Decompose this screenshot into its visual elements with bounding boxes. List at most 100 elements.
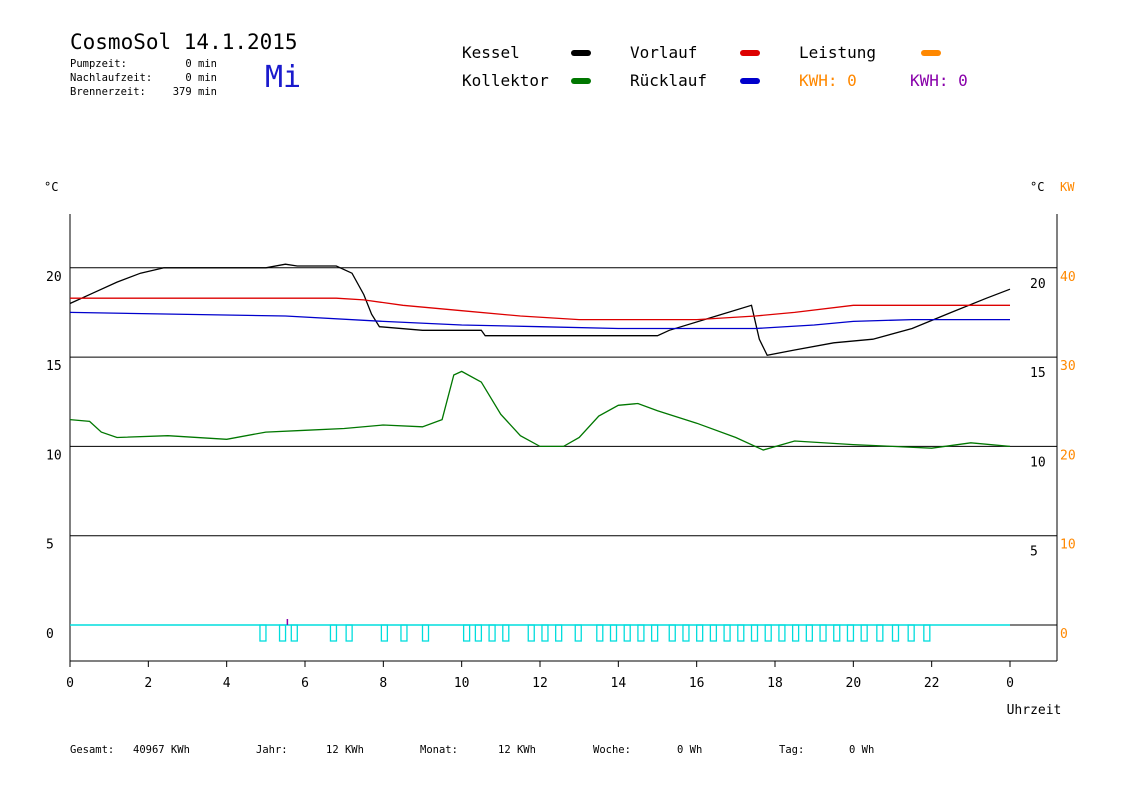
footer-label-gesamt: Gesamt: [70,744,115,756]
pump-pulse-16 [596,624,604,642]
pump-pulse-23 [696,624,704,642]
x-tick-label-6: 12 [532,676,548,691]
y-right-temp-tick-15: 15 [1030,366,1046,381]
x-tick-label-3: 6 [301,676,309,691]
pump-pulse-22 [682,624,690,642]
y-right-power-tick-0: 0 [1060,627,1068,642]
pump-pulse-12 [527,624,535,642]
pump-pulse-15 [574,624,582,642]
pump-pulse-24 [709,624,718,642]
series-ruecklauf [69,311,1010,330]
pump-pulse-38 [907,624,915,642]
pump-pulse-30 [791,624,800,642]
y-right-power-tick-40: 40 [1060,270,1076,285]
legend-kwh-leistung: KWH: 0 [799,71,857,90]
stat-value-pumpzeit: 0 min [185,58,217,70]
pump-pulse-5 [380,624,389,642]
y-left-tick-15: 15 [46,359,62,374]
pump-pulse-32 [819,624,827,642]
pump-pulse-33 [833,624,841,642]
pump-pulse-6 [400,624,408,642]
legend-ruecklauf: Rücklauf [630,71,708,90]
y-right-power-tick-30: 30 [1060,359,1076,374]
pump-pulse-27 [750,624,759,642]
legend-vorlauf: Vorlauf [630,43,698,62]
series-kollektor [69,370,1011,451]
pump-pulse-8 [462,624,471,642]
pump-pulse-3 [329,624,338,642]
pump-pulse-11 [502,624,510,642]
y-right-temp-tick-10: 10 [1030,455,1046,470]
pump-pulse-10 [488,624,496,642]
pump-pulse-7 [421,624,430,642]
pump-pulses [70,619,1010,642]
footer-label-tag: Tag: [779,744,805,756]
y-right-temp-tick-5: 5 [1030,545,1038,560]
pump-pulse-14 [555,624,563,642]
x-tick-label-1: 2 [144,676,152,691]
pump-pulse-25 [723,624,731,642]
pump-pulse-26 [737,624,745,642]
legend-kollektor: Kollektor [462,71,549,90]
weekday-label: Mi [265,60,302,95]
x-tick-label-8: 16 [689,676,705,691]
x-tick-label-12: 0 [1006,676,1014,691]
legend-leistung: Leistung [799,43,877,62]
y-left-tick-20: 20 [46,270,62,285]
y-right-power-unit: KW [1060,180,1075,194]
pump-pulse-17 [609,624,618,642]
axis-labels: 0 2 4 6 8 10 12 14 16 18 20 22 0 Uhrzeit 0 5 10 15 20 °C 5 10… [44,180,1076,718]
x-tick-label-5: 10 [454,676,470,691]
y-right-power-tick-20: 20 [1060,448,1076,463]
series-kessel [69,263,1011,357]
legend-leistung-swatch [921,50,941,56]
pump-pulse-37 [891,624,900,642]
pump-pulse-31 [805,624,813,642]
y-right-temp-unit: °C [1030,180,1044,194]
axes [69,214,1058,667]
series-group [69,263,1011,451]
legend-ruecklauf-swatch [740,78,760,84]
legend-kwh-2: KWH: 0 [910,71,968,90]
x-tick-label-4: 8 [379,676,387,691]
x-tick-label-11: 22 [924,676,940,691]
footer-value-monat: 12 KWh [498,744,536,756]
pump-pulse-18 [623,624,631,642]
legend-kessel: Kessel [462,43,520,62]
pump-pulse-20 [650,624,659,642]
legend-vorlauf-swatch [740,50,760,56]
stat-value-brennerzeit: 379 min [172,86,217,98]
footer-label-jahr: Jahr: [256,744,288,756]
stat-label-brennerzeit: Brennerzeit: [70,86,146,98]
pump-pulse-0 [259,624,267,642]
pump-pulse-29 [778,624,786,642]
footer-label-monat: Monat: [420,744,458,756]
pump-pulse-9 [474,624,483,642]
pump-pulse-19 [637,624,645,642]
series-vorlauf [70,297,1010,321]
stat-value-nachlaufzeit: 0 min [185,72,217,84]
pump-pulse-13 [541,624,549,642]
y-left-unit: °C [44,180,58,194]
x-tick-label-2: 4 [223,676,231,691]
pump-pulse-2 [290,624,298,642]
x-tick-label-0: 0 [66,676,74,691]
chart-title: CosmoSol 14.1.2015 [70,30,298,54]
x-tick-label-9: 18 [767,676,783,691]
pump-pulse-4 [345,624,353,642]
pump-pulse-39 [923,624,931,642]
y-right-temp-tick-20: 20 [1030,277,1046,292]
pump-pulse-21 [668,624,676,642]
footer-value-woche: 0 Wh [677,744,703,756]
y-left-tick-5: 5 [46,538,54,553]
pump-pulse-28 [764,624,772,642]
y-left-tick-10: 10 [46,448,62,463]
x-tick-label-10: 20 [846,676,862,691]
stat-label-nachlaufzeit: Nachlaufzeit: [70,72,153,84]
stat-label-pumpzeit: Pumpzeit: [70,58,127,70]
y-left-tick-0: 0 [46,627,54,642]
x-tick-label-7: 14 [611,676,627,691]
legend-kessel-swatch [571,50,591,56]
y-right-power-tick-10: 10 [1060,538,1076,553]
